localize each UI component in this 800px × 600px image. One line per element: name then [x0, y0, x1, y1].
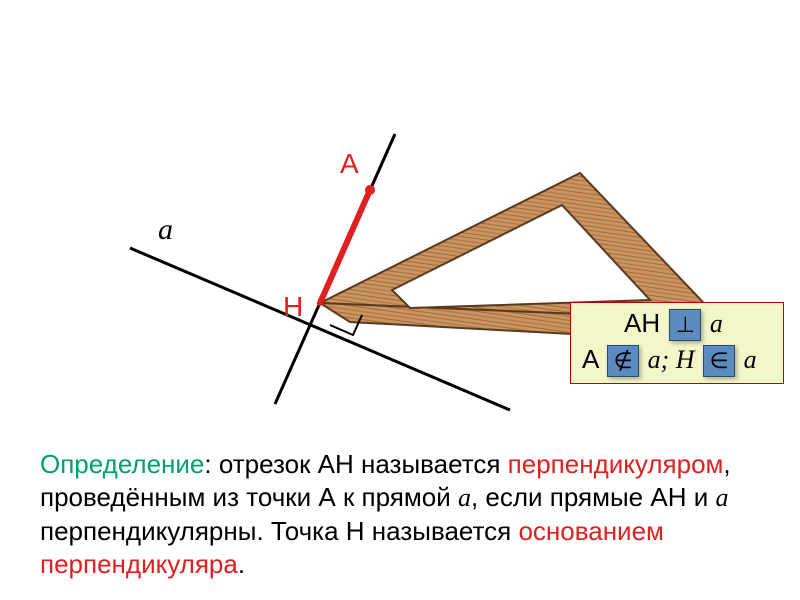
label-line-a: a — [158, 215, 173, 245]
definition-a2: а — [715, 483, 728, 512]
formula-1-prefix: AH — [624, 308, 667, 338]
formula-2-p2: a; H — [641, 345, 701, 374]
formula-line-2: A ∉ a; H ∈ a — [582, 344, 757, 377]
in-symbol-icon: ∈ — [703, 345, 735, 377]
point-a — [365, 185, 375, 195]
formula-2-p1: A — [582, 344, 605, 374]
definition-t4: перпендикулярны. Точка Н называется — [40, 516, 518, 546]
definition-a1: а — [458, 483, 471, 512]
label-a: A — [340, 150, 359, 178]
definition-t1: : отрезок АН называется — [204, 449, 507, 479]
formula-line-1: AH ⊥ a — [624, 308, 723, 341]
definition-t5: . — [238, 549, 245, 579]
definition-title: Определение — [40, 449, 204, 479]
definition-text: Определение: отрезок АН называется перпе… — [40, 448, 760, 581]
definition-t3: , если прямые АН и — [471, 482, 716, 512]
formula-2-p3: a — [737, 345, 757, 374]
definition-perp: перпендикуляром — [508, 449, 724, 479]
not-in-symbol-icon: ∉ — [607, 345, 639, 377]
label-h: H — [283, 293, 303, 321]
formula-1-suffix: a — [703, 309, 723, 338]
perp-symbol-icon: ⊥ — [669, 309, 701, 341]
